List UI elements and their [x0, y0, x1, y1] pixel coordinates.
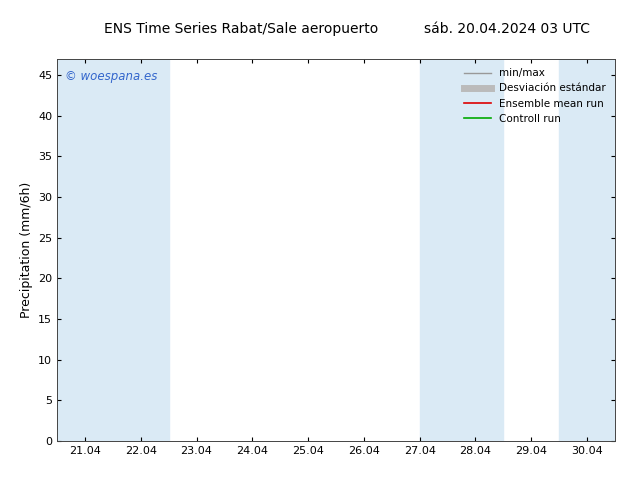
Bar — [57, 59, 113, 441]
Bar — [559, 59, 615, 441]
Bar — [420, 59, 448, 441]
Text: © woespana.es: © woespana.es — [65, 70, 158, 83]
Y-axis label: Precipitation (mm/6h): Precipitation (mm/6h) — [20, 182, 32, 318]
Bar — [448, 59, 503, 441]
Text: sáb. 20.04.2024 03 UTC: sáb. 20.04.2024 03 UTC — [424, 22, 590, 36]
Bar — [113, 59, 169, 441]
Legend: min/max, Desviación estándar, Ensemble mean run, Controll run: min/max, Desviación estándar, Ensemble m… — [460, 64, 610, 128]
Text: ENS Time Series Rabat/Sale aeropuerto: ENS Time Series Rabat/Sale aeropuerto — [104, 22, 378, 36]
